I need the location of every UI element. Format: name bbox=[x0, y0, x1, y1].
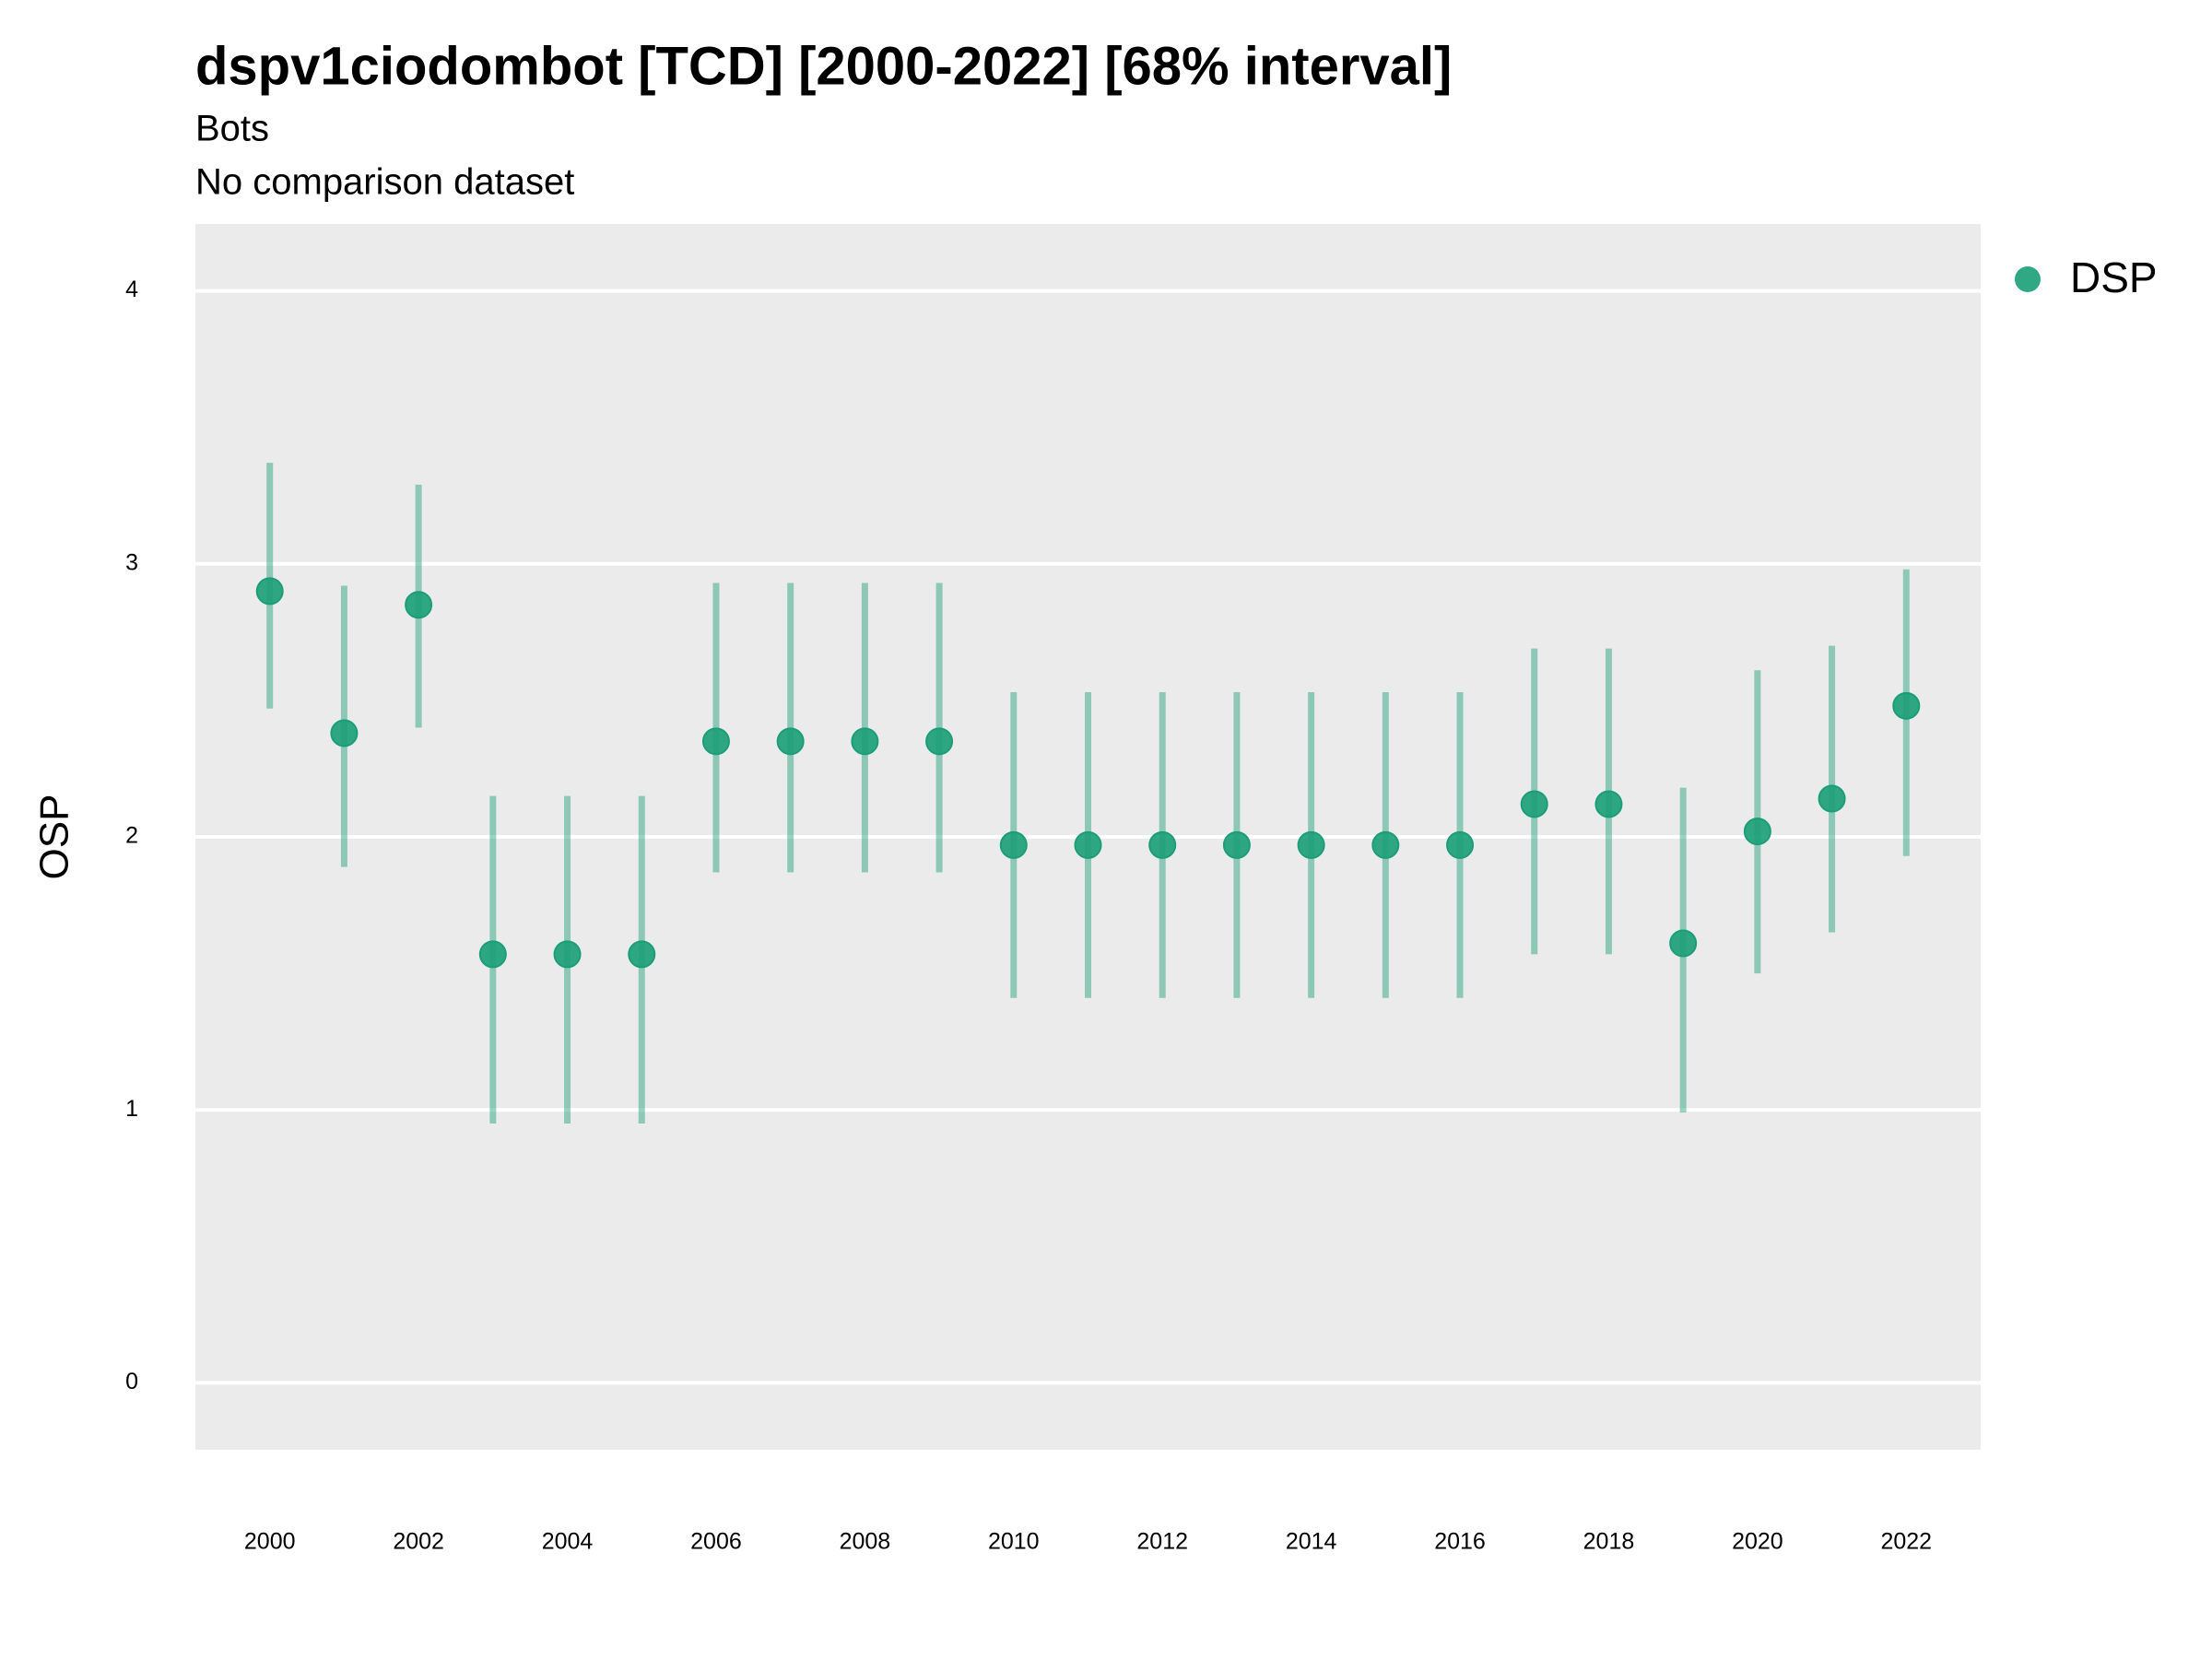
x-tick-label: 2018 bbox=[1583, 1529, 1635, 1555]
point bbox=[628, 940, 656, 969]
x-tick-label: 2008 bbox=[840, 1529, 891, 1555]
x-tick-label: 2006 bbox=[690, 1529, 742, 1555]
point bbox=[1446, 830, 1475, 859]
point bbox=[553, 940, 582, 969]
y-axis-label: OSP bbox=[32, 794, 77, 880]
point bbox=[851, 727, 879, 756]
point bbox=[1371, 830, 1400, 859]
point bbox=[1520, 790, 1548, 818]
x-tick-label: 2012 bbox=[1136, 1529, 1188, 1555]
chart-subtitle: No comparison dataset bbox=[195, 162, 574, 203]
point bbox=[478, 940, 507, 969]
x-tick-label: 2002 bbox=[393, 1529, 444, 1555]
x-tick-label: 2014 bbox=[1286, 1529, 1337, 1555]
x-tick-label: 2016 bbox=[1434, 1529, 1486, 1555]
point bbox=[1892, 691, 1921, 720]
point bbox=[1594, 790, 1623, 818]
point bbox=[1074, 830, 1102, 859]
point bbox=[1297, 830, 1325, 859]
y-tick-label: 0 bbox=[125, 1369, 138, 1394]
point bbox=[1818, 784, 1846, 813]
y-tick-label: 2 bbox=[125, 823, 138, 849]
y-tick-label: 3 bbox=[125, 549, 138, 575]
chart-title: dspv1ciodombot [TCD] [2000-2022] [68% in… bbox=[195, 36, 1452, 96]
point bbox=[255, 577, 284, 606]
point bbox=[701, 727, 730, 756]
point bbox=[1148, 830, 1177, 859]
chart-subtitle: Bots bbox=[195, 109, 269, 149]
x-tick-label: 2004 bbox=[542, 1529, 594, 1555]
point bbox=[330, 719, 359, 747]
point bbox=[1743, 818, 1771, 846]
point bbox=[1222, 830, 1251, 859]
x-tick-label: 2020 bbox=[1732, 1529, 1783, 1555]
legend-label: DSP bbox=[2070, 253, 2158, 301]
x-tick-label: 2022 bbox=[1880, 1529, 1932, 1555]
point bbox=[405, 591, 433, 619]
legend-marker bbox=[2015, 266, 2041, 292]
y-tick-label: 1 bbox=[125, 1096, 138, 1122]
point bbox=[776, 727, 805, 756]
point bbox=[999, 830, 1028, 859]
point bbox=[925, 727, 954, 756]
x-tick-label: 2010 bbox=[988, 1529, 1040, 1555]
point bbox=[1669, 929, 1698, 958]
x-tick-label: 2000 bbox=[244, 1529, 296, 1555]
y-tick-label: 4 bbox=[125, 276, 138, 302]
